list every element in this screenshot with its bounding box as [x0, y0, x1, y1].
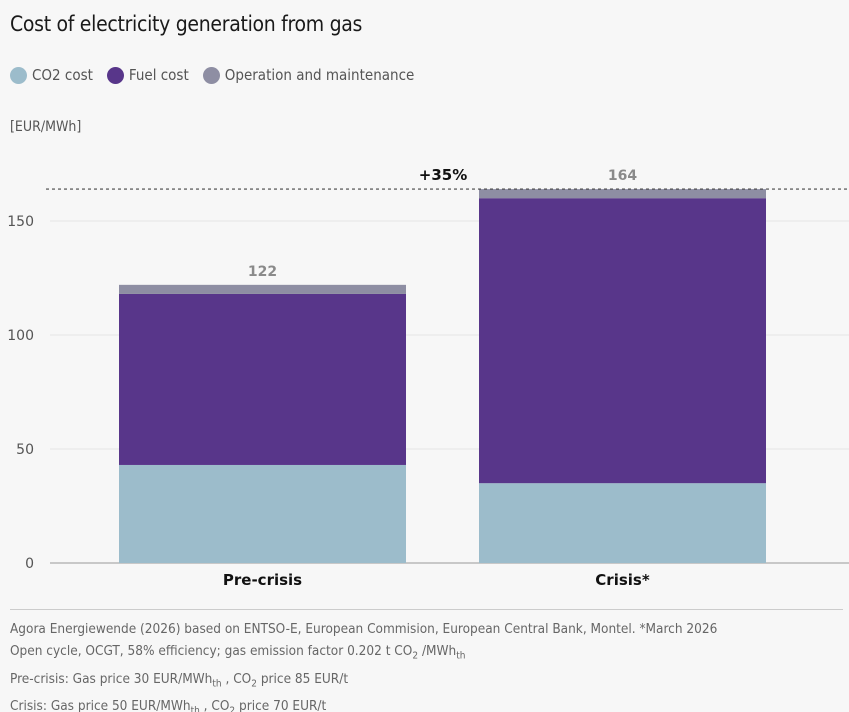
source-notes: Agora Energiewende (2026) based on ENTSO…: [10, 618, 717, 712]
note-line-1: Open cycle, OCGT, 58% efficiency; gas em…: [10, 643, 466, 662]
change-label: +35%: [419, 166, 467, 184]
note-line-2: Pre-crisis: Gas price 30 EUR/MWhth , CO2…: [10, 670, 349, 690]
legend-label: CO2 cost: [32, 66, 93, 84]
total-label: 164: [608, 168, 637, 184]
y-axis-unit: [EUR/MWh]: [10, 119, 82, 135]
y-tick-label: 100: [7, 328, 34, 344]
y-tick-label: 0: [25, 556, 34, 572]
bar-segment: [119, 284, 406, 294]
legend-item-fuel[interactable]: Fuel cost: [106, 66, 189, 84]
note-line-3: Crisis: Gas price 50 EUR/MWhth , CO2 pri…: [10, 698, 327, 712]
plot-area: 0 50 100 150 122 Pre-crisis 164 Crisis* +35%: [7, 166, 849, 589]
bar-segment: [119, 464, 406, 563]
source-line: Agora Energiewende (2026) based on ENTSO…: [10, 621, 718, 637]
y-tick-label: 150: [7, 214, 34, 230]
legend-label: Operation and maintenance: [224, 66, 415, 84]
legend-item-co2[interactable]: CO2 cost: [10, 66, 93, 84]
legend-swatch: [202, 66, 220, 84]
bar-segment: [479, 483, 766, 563]
bar-segment: [479, 198, 766, 484]
legend-swatch: [10, 66, 27, 84]
bar-segment: [119, 293, 406, 465]
total-label: 122: [248, 264, 277, 280]
legend-swatch: [106, 66, 124, 84]
x-tick-label: Crisis*: [595, 571, 650, 589]
x-tick-label: Pre-crisis: [223, 571, 302, 589]
y-tick-label: 50: [16, 442, 34, 458]
footer-divider: [10, 609, 843, 610]
legend-label: Fuel cost: [128, 66, 189, 84]
chart-title: Cost of electricity generation from gas: [10, 12, 363, 36]
legend: CO2 cost Fuel cost Operation and mainten…: [10, 66, 414, 84]
bar-segment: [479, 189, 766, 199]
legend-item-om[interactable]: Operation and maintenance: [202, 66, 415, 84]
